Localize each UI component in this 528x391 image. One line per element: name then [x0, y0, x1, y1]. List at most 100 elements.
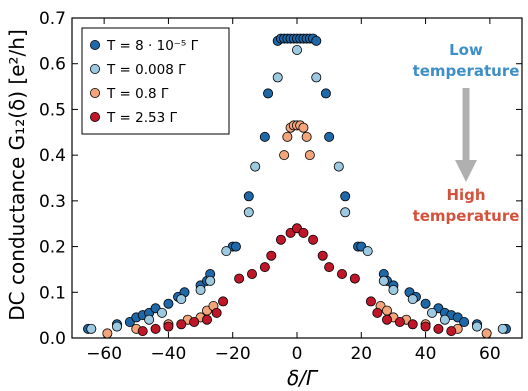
data-point: [163, 321, 174, 332]
data-point: [259, 131, 270, 142]
data-point: [176, 294, 187, 305]
data-point: [279, 150, 290, 161]
data-point: [324, 262, 335, 273]
legend: T = 8 · 10⁻⁵ Γ T = 0.008 Γ T = 0.8 Γ T = 2.…: [81, 27, 230, 135]
data-point: [365, 296, 376, 307]
data-point: [311, 35, 322, 46]
series-1: [86, 45, 508, 334]
legend-marker: [90, 64, 101, 75]
legend-label: T = 2.53 Γ: [106, 110, 177, 126]
data-point: [340, 191, 351, 202]
legend-frame: [81, 27, 230, 135]
y-tick-label: 0.4: [39, 146, 66, 166]
data-point: [407, 294, 418, 305]
data-point: [317, 250, 328, 261]
data-point: [298, 122, 309, 133]
x-tick-label: 20: [350, 344, 372, 364]
data-point: [439, 314, 450, 325]
temperature-annotation: Low temperature High temperature: [413, 41, 520, 225]
x-tick-label: 0: [292, 344, 303, 364]
y-tick-label: 0.0: [39, 329, 66, 349]
data-point: [291, 45, 302, 56]
data-point: [433, 323, 444, 334]
data-point: [381, 314, 392, 325]
data-point: [275, 234, 286, 245]
y-tick-label: 0.1: [39, 283, 66, 303]
data-point: [471, 321, 482, 332]
data-point: [362, 246, 373, 257]
low-temperature-label-line2: temperature: [413, 62, 520, 80]
data-point: [420, 321, 431, 332]
high-temperature-label-line1: High: [446, 186, 485, 204]
legend-marker: [90, 112, 101, 123]
y-tick-label: 0.5: [39, 100, 66, 120]
data-point: [156, 307, 167, 318]
data-point: [250, 161, 261, 172]
data-point: [497, 323, 508, 334]
legend-marker: [90, 40, 101, 51]
data-point: [259, 262, 270, 273]
legend-label: T = 0.8 Γ: [106, 86, 169, 102]
high-temperature-label-line2: temperature: [413, 207, 520, 225]
series-3: [137, 223, 457, 337]
data-point: [481, 328, 492, 339]
legend-label: T = 8 · 10⁻⁵ Γ: [106, 38, 199, 54]
data-point: [378, 275, 389, 286]
data-point: [266, 250, 277, 261]
y-tick-label: 0.2: [39, 238, 66, 258]
data-point: [298, 227, 309, 238]
legend-label: T = 0.008 Γ: [106, 62, 186, 78]
data-point: [246, 268, 257, 279]
low-temperature-label-line1: Low: [449, 41, 483, 59]
data-point: [446, 326, 457, 337]
data-point: [218, 296, 229, 307]
data-point: [311, 72, 322, 83]
y-tick-label: 0.3: [39, 192, 66, 212]
data-point: [388, 284, 399, 295]
y-tick-label: 0.7: [39, 9, 66, 29]
data-point: [150, 323, 161, 334]
data-point: [195, 284, 206, 295]
data-point: [112, 321, 123, 332]
data-point: [230, 241, 241, 252]
data-point: [221, 246, 232, 257]
data-point: [324, 131, 335, 142]
data-point: [137, 326, 148, 337]
data-point: [205, 275, 216, 286]
data-point: [349, 273, 360, 284]
temperature-arrow-head: [455, 160, 477, 182]
y-axis-label: DC conductance G₁₂(δ) [e²/h]: [5, 29, 29, 321]
data-point: [320, 88, 331, 99]
data-point: [459, 316, 470, 327]
data-point: [282, 131, 293, 142]
data-point: [394, 316, 405, 327]
data-point: [420, 298, 431, 309]
y-tick-label: 0.6: [39, 55, 66, 75]
data-point: [201, 314, 212, 325]
data-point: [176, 319, 187, 330]
x-tick-label: −40: [150, 344, 186, 364]
data-point: [340, 207, 351, 218]
x-axis-label: δ/Γ: [287, 366, 319, 390]
data-points: [83, 33, 511, 339]
legend-marker: [90, 88, 101, 99]
x-tick-label: −60: [86, 344, 122, 364]
data-point: [243, 207, 254, 218]
data-point: [336, 268, 347, 279]
data-point: [272, 72, 283, 83]
data-point: [304, 150, 315, 161]
plot-area: −60 −40 −20 0 20 40 60 0.00.10.20.30.40.50.60.…: [39, 9, 523, 364]
x-tick-label: −20: [215, 344, 251, 364]
x-tick-label: 60: [479, 344, 501, 364]
data-point: [189, 316, 200, 327]
data-point: [163, 298, 174, 309]
data-point: [211, 307, 222, 318]
data-point: [426, 307, 437, 318]
data-point: [407, 319, 418, 330]
data-point: [308, 234, 319, 245]
data-point: [234, 273, 245, 284]
y-axis-ticks: 0.0 0.1 0.2 0.3 0.4 0.5 0.6 0.7: [39, 9, 522, 349]
data-point: [301, 131, 312, 142]
data-point: [243, 191, 254, 202]
